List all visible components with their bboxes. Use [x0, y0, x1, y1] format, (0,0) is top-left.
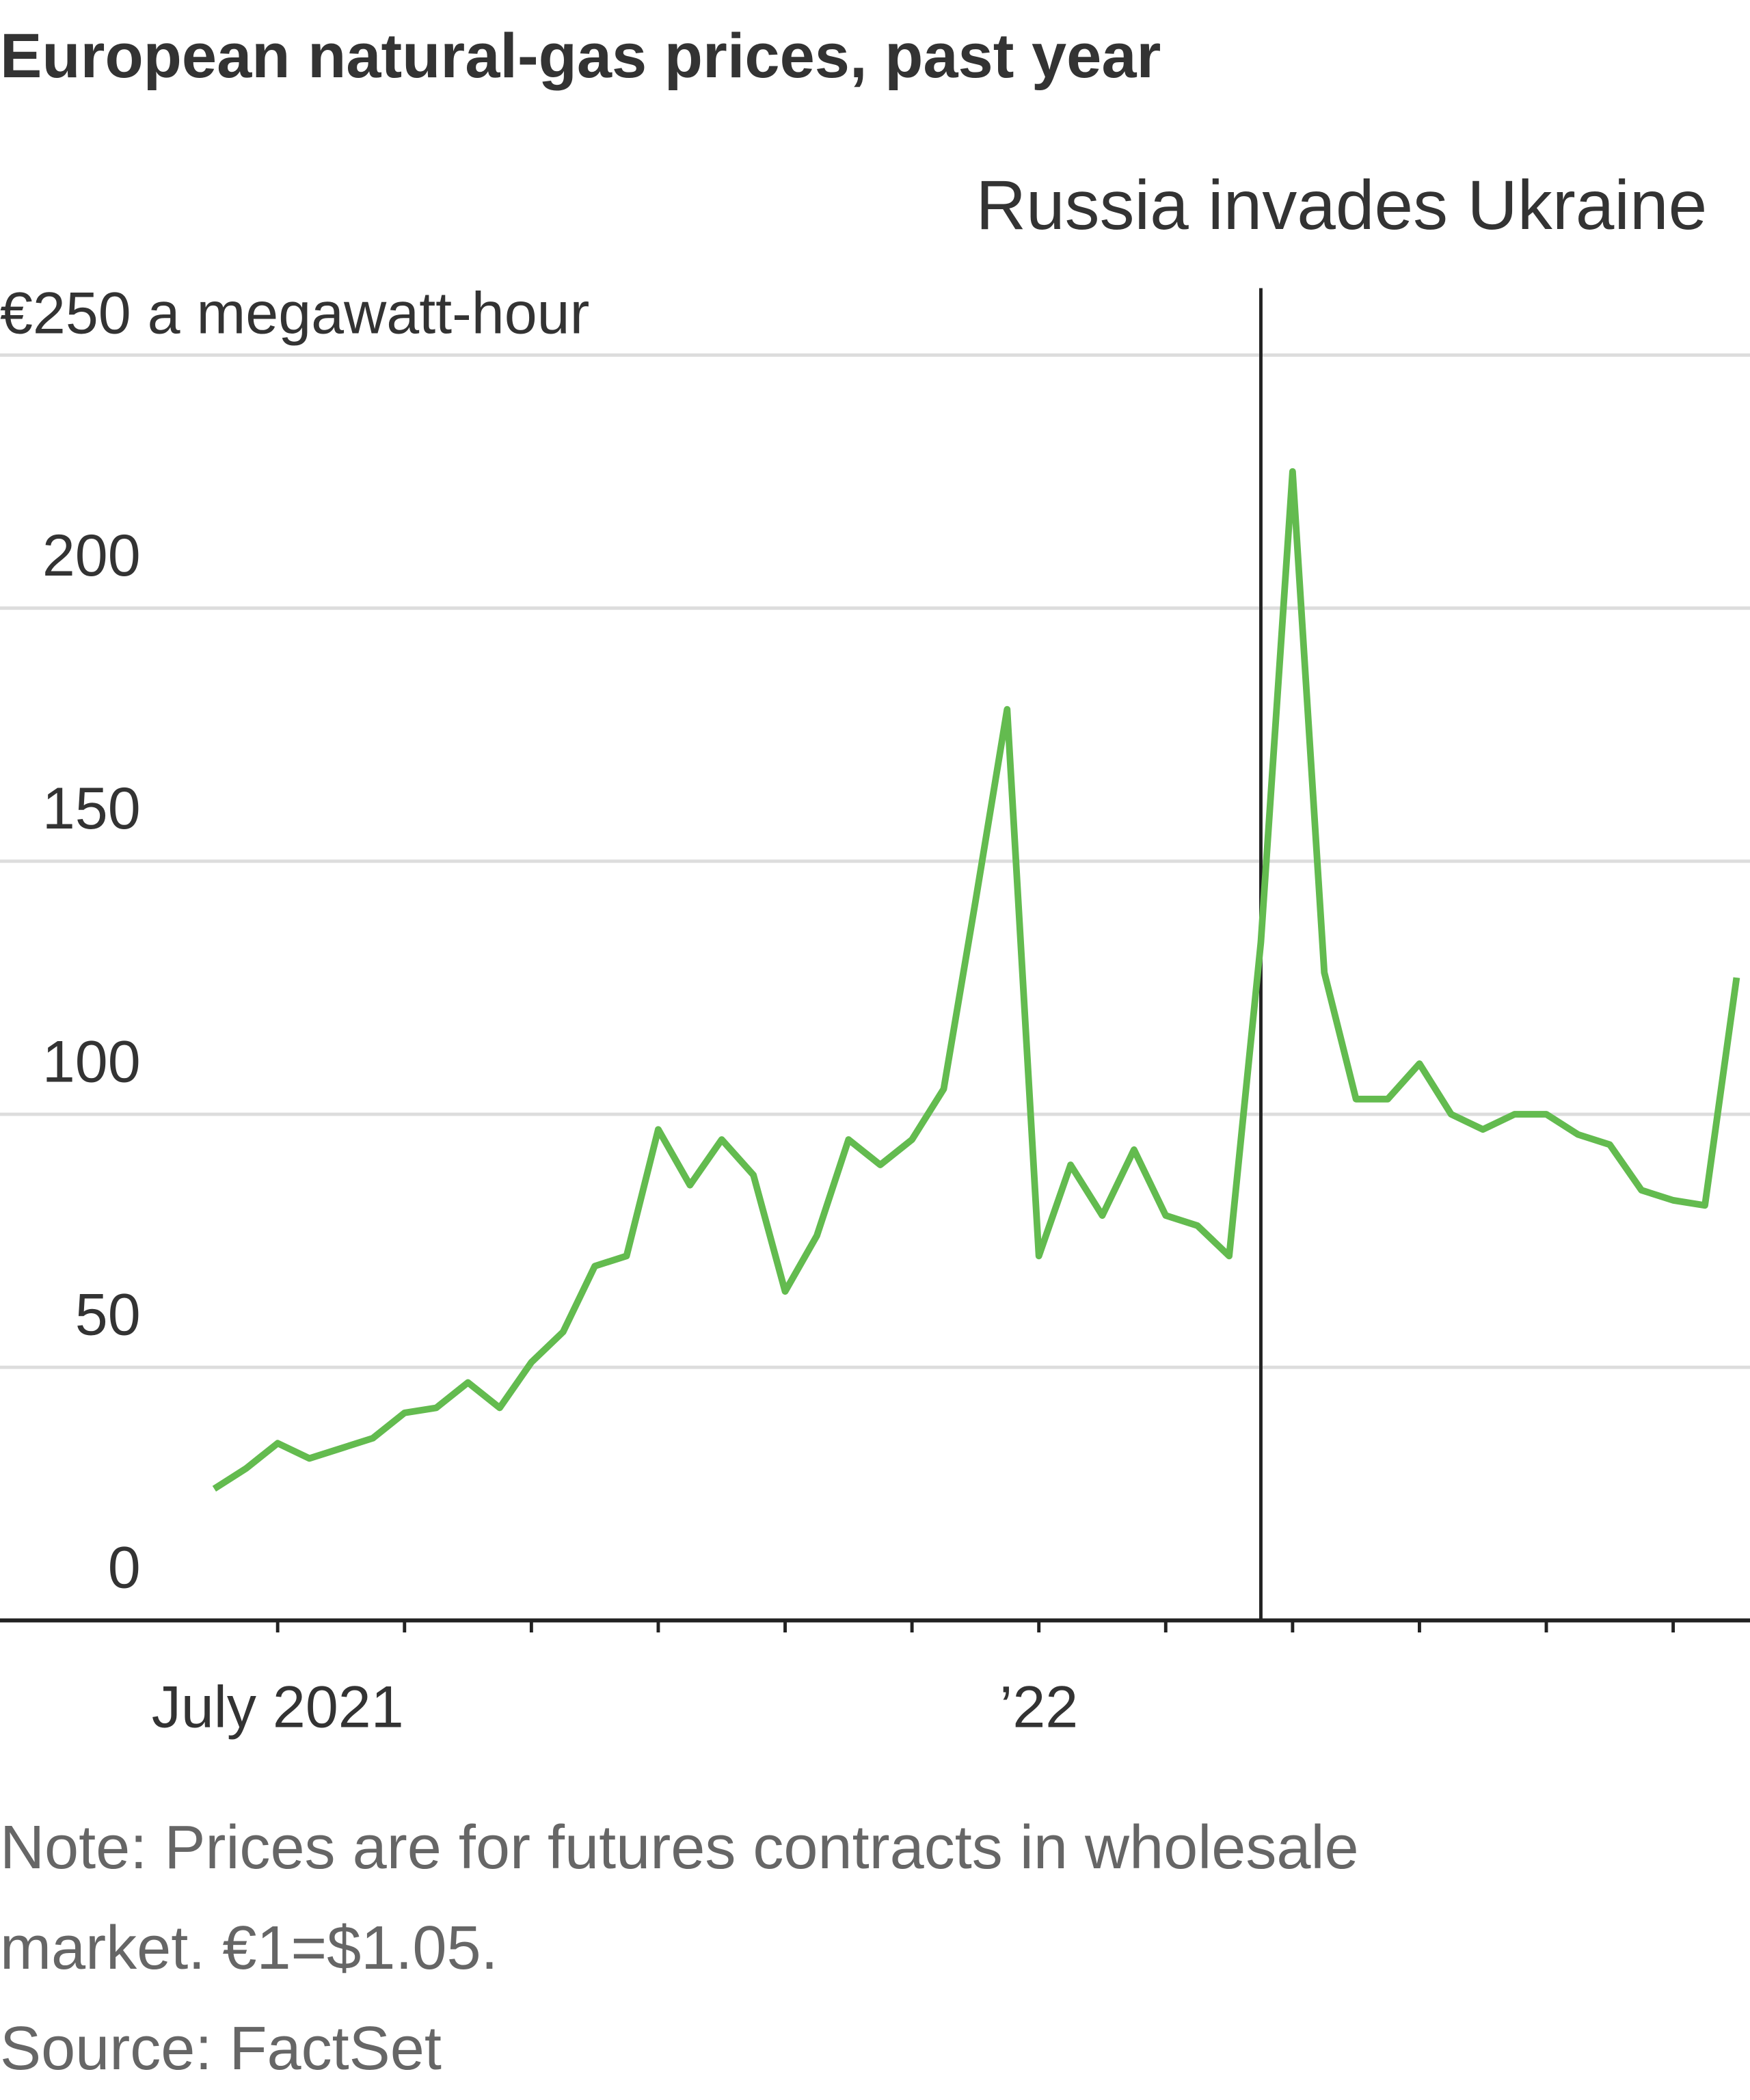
y-tick-label: 0 [108, 1535, 141, 1601]
y-tick-label: 200 [42, 523, 141, 589]
y-tick-label: 150 [42, 776, 141, 842]
line-series [212, 468, 1740, 1492]
x-tick-label: July 2021 [152, 1674, 404, 1740]
note: market. €1=$1.05. [0, 1913, 498, 1982]
x-tick-label: ’22 [999, 1674, 1078, 1740]
y-tick-label: €250 a megawatt-hour [0, 280, 589, 346]
y-tick-label: 50 [75, 1282, 141, 1347]
y-tick-label: 100 [42, 1029, 141, 1094]
source: Source: FactSet [0, 2014, 442, 2083]
chart-title: European natural-gas prices, past year [0, 21, 1161, 91]
annotation: Russia invades Ukraine [975, 166, 1707, 244]
note: Note: Prices are for futures contracts i… [0, 1813, 1359, 1882]
